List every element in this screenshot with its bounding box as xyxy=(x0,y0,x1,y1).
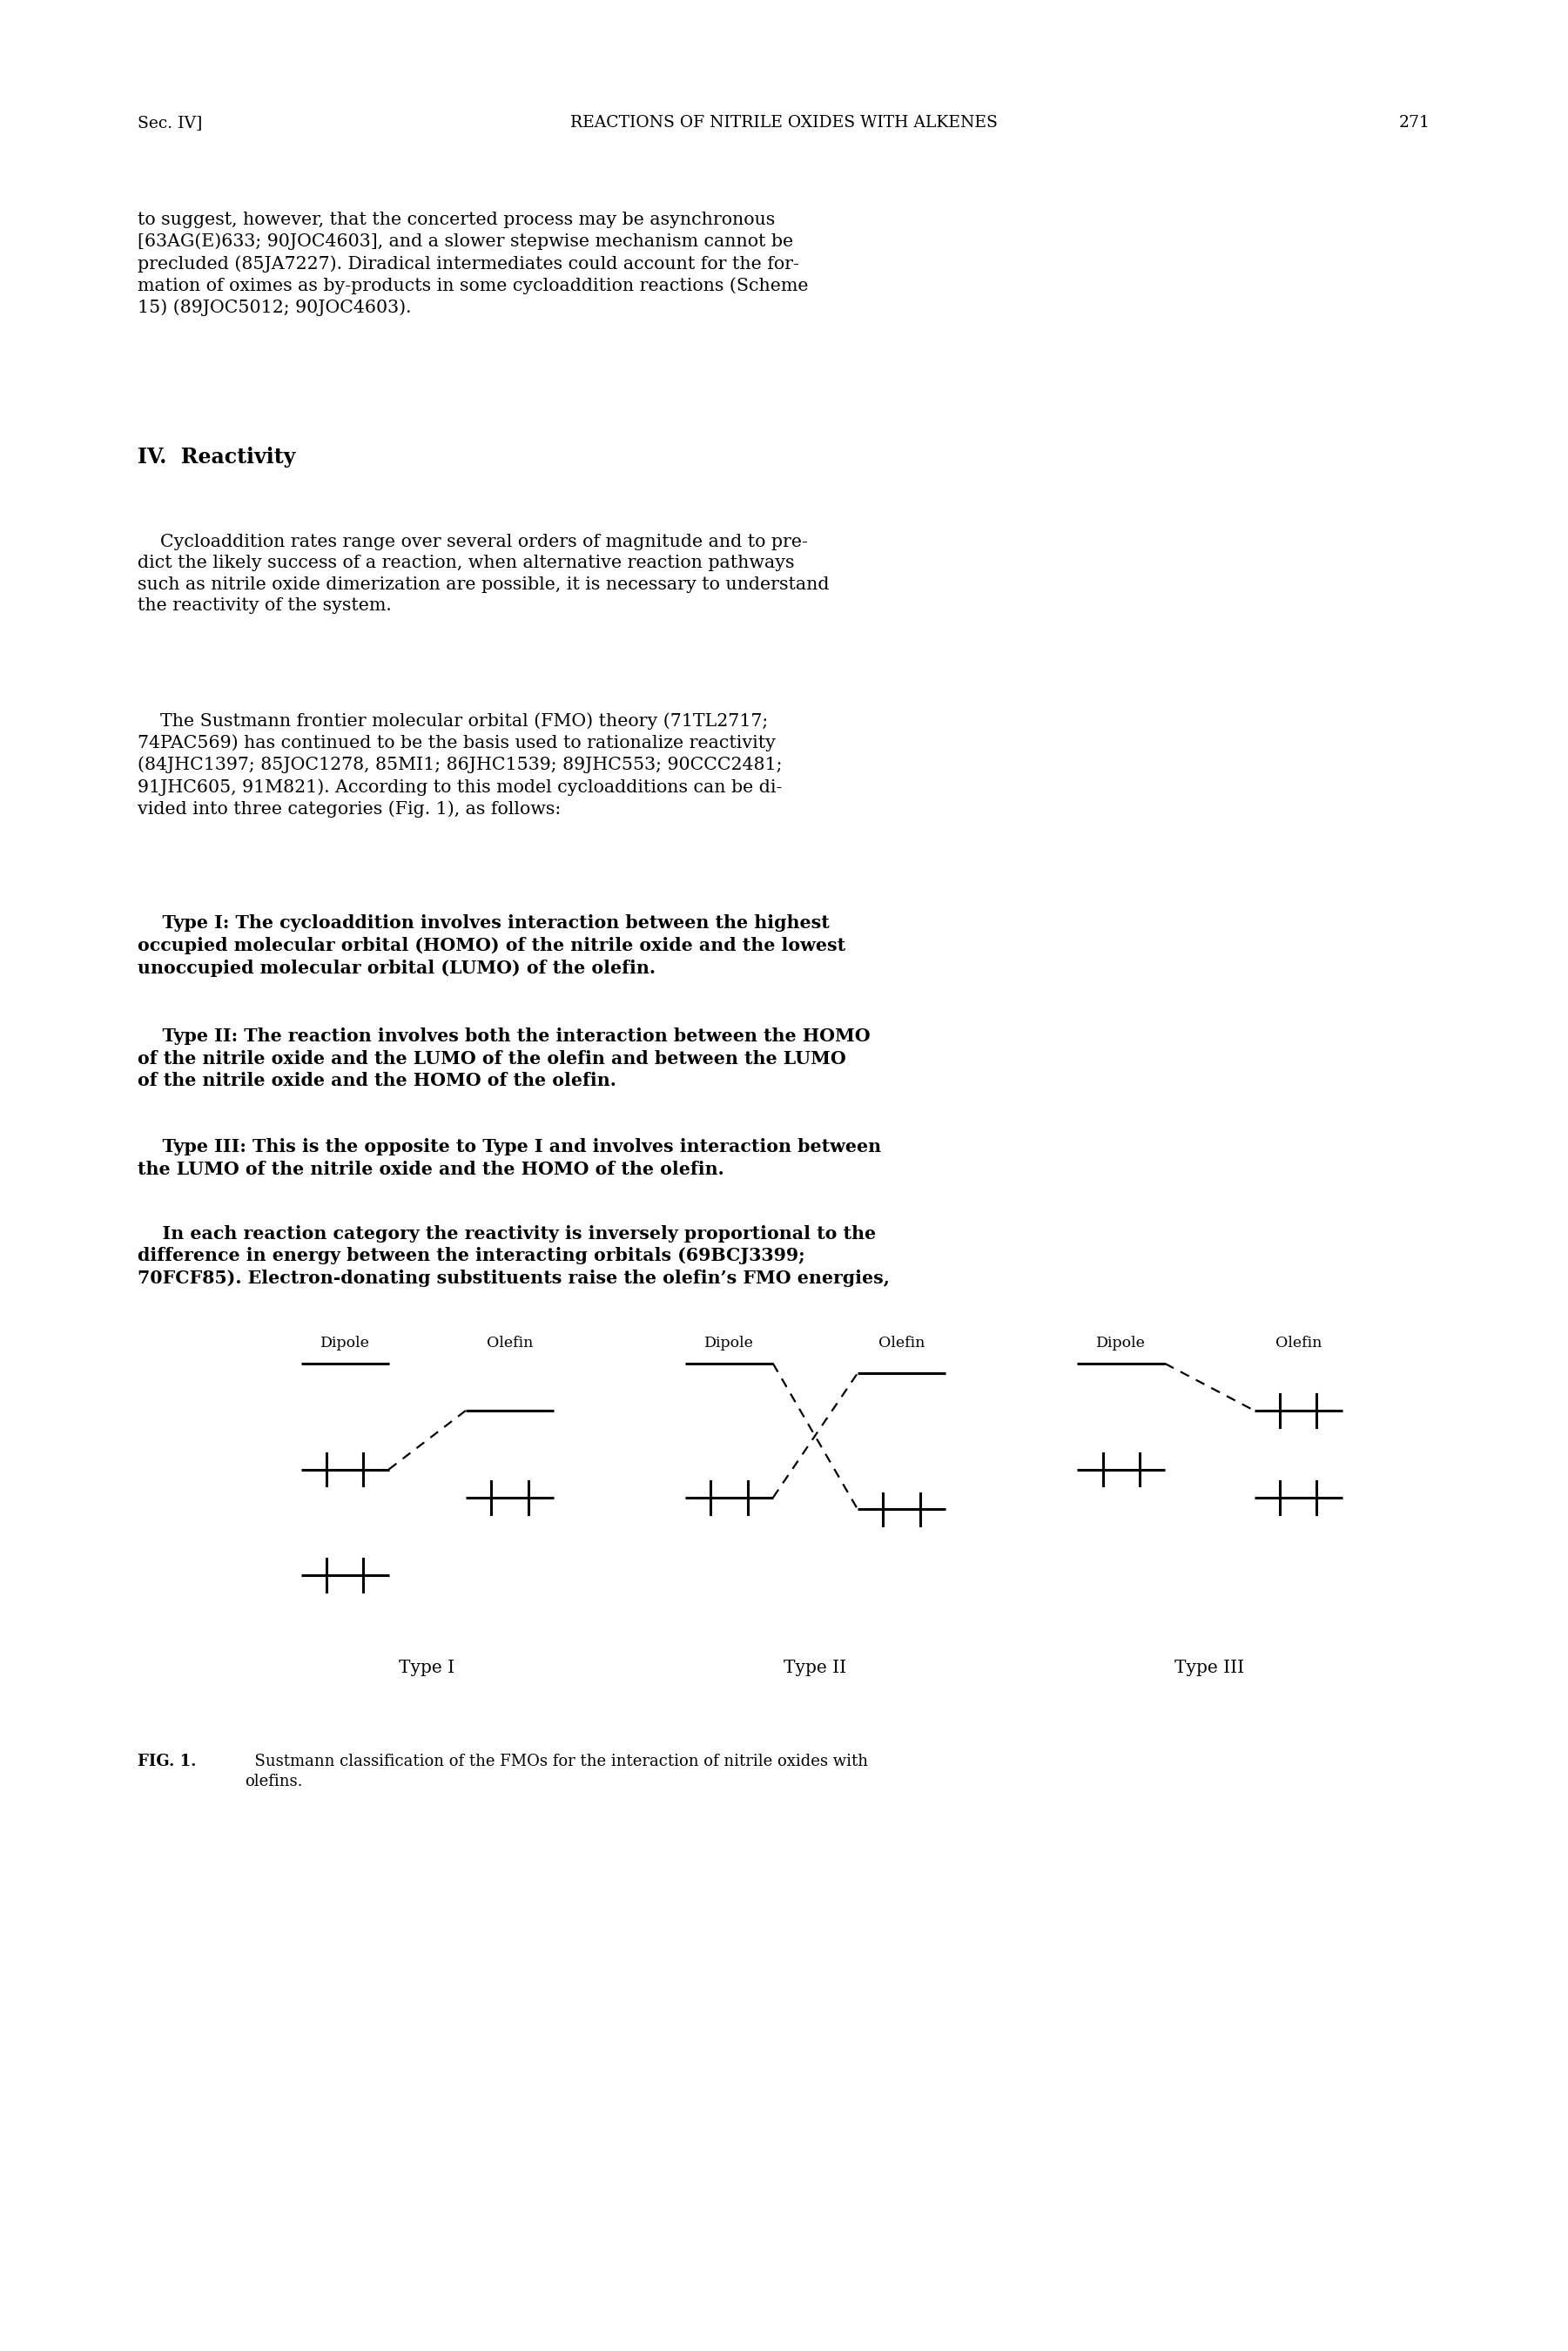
Text: Type II: Type II xyxy=(784,1660,847,1676)
Text: Dipole: Dipole xyxy=(320,1335,370,1349)
Text: Sec. IV]: Sec. IV] xyxy=(138,115,202,132)
Text: Type III: This is the opposite to Type I and involves interaction between
the LU: Type III: This is the opposite to Type I… xyxy=(138,1138,881,1178)
Text: Type III: Type III xyxy=(1174,1660,1243,1676)
Text: Cycloaddition rates range over several orders of magnitude and to pre-
dict the : Cycloaddition rates range over several o… xyxy=(138,534,829,614)
Text: to suggest, however, that the concerted process may be asynchronous
[63AG(E)633;: to suggest, however, that the concerted … xyxy=(138,212,809,317)
Text: Dipole: Dipole xyxy=(1096,1335,1146,1349)
Text: 271: 271 xyxy=(1399,115,1430,132)
Text: IV.  Reactivity: IV. Reactivity xyxy=(138,447,296,468)
Text: Olefin: Olefin xyxy=(878,1335,925,1349)
Text: Sustmann classification of the FMOs for the interaction of nitrile oxides with
o: Sustmann classification of the FMOs for … xyxy=(245,1754,869,1789)
Text: FIG. 1.: FIG. 1. xyxy=(138,1754,196,1770)
Text: The Sustmann frontier molecular orbital (FMO) theory (71TL2717;
74PAC569) has co: The Sustmann frontier molecular orbital … xyxy=(138,712,782,818)
Text: REACTIONS OF NITRILE OXIDES WITH ALKENES: REACTIONS OF NITRILE OXIDES WITH ALKENES xyxy=(571,115,997,132)
Text: Olefin: Olefin xyxy=(1275,1335,1322,1349)
Text: In each reaction category the reactivity is inversely proportional to the
differ: In each reaction category the reactivity… xyxy=(138,1225,891,1286)
Text: Olefin: Olefin xyxy=(486,1335,533,1349)
Text: Dipole: Dipole xyxy=(704,1335,754,1349)
Text: Type I: Type I xyxy=(398,1660,455,1676)
Text: Type I: The cycloaddition involves interaction between the highest
occupied mole: Type I: The cycloaddition involves inter… xyxy=(138,915,845,976)
Text: Type II: The reaction involves both the interaction between the HOMO
of the nitr: Type II: The reaction involves both the … xyxy=(138,1027,870,1089)
